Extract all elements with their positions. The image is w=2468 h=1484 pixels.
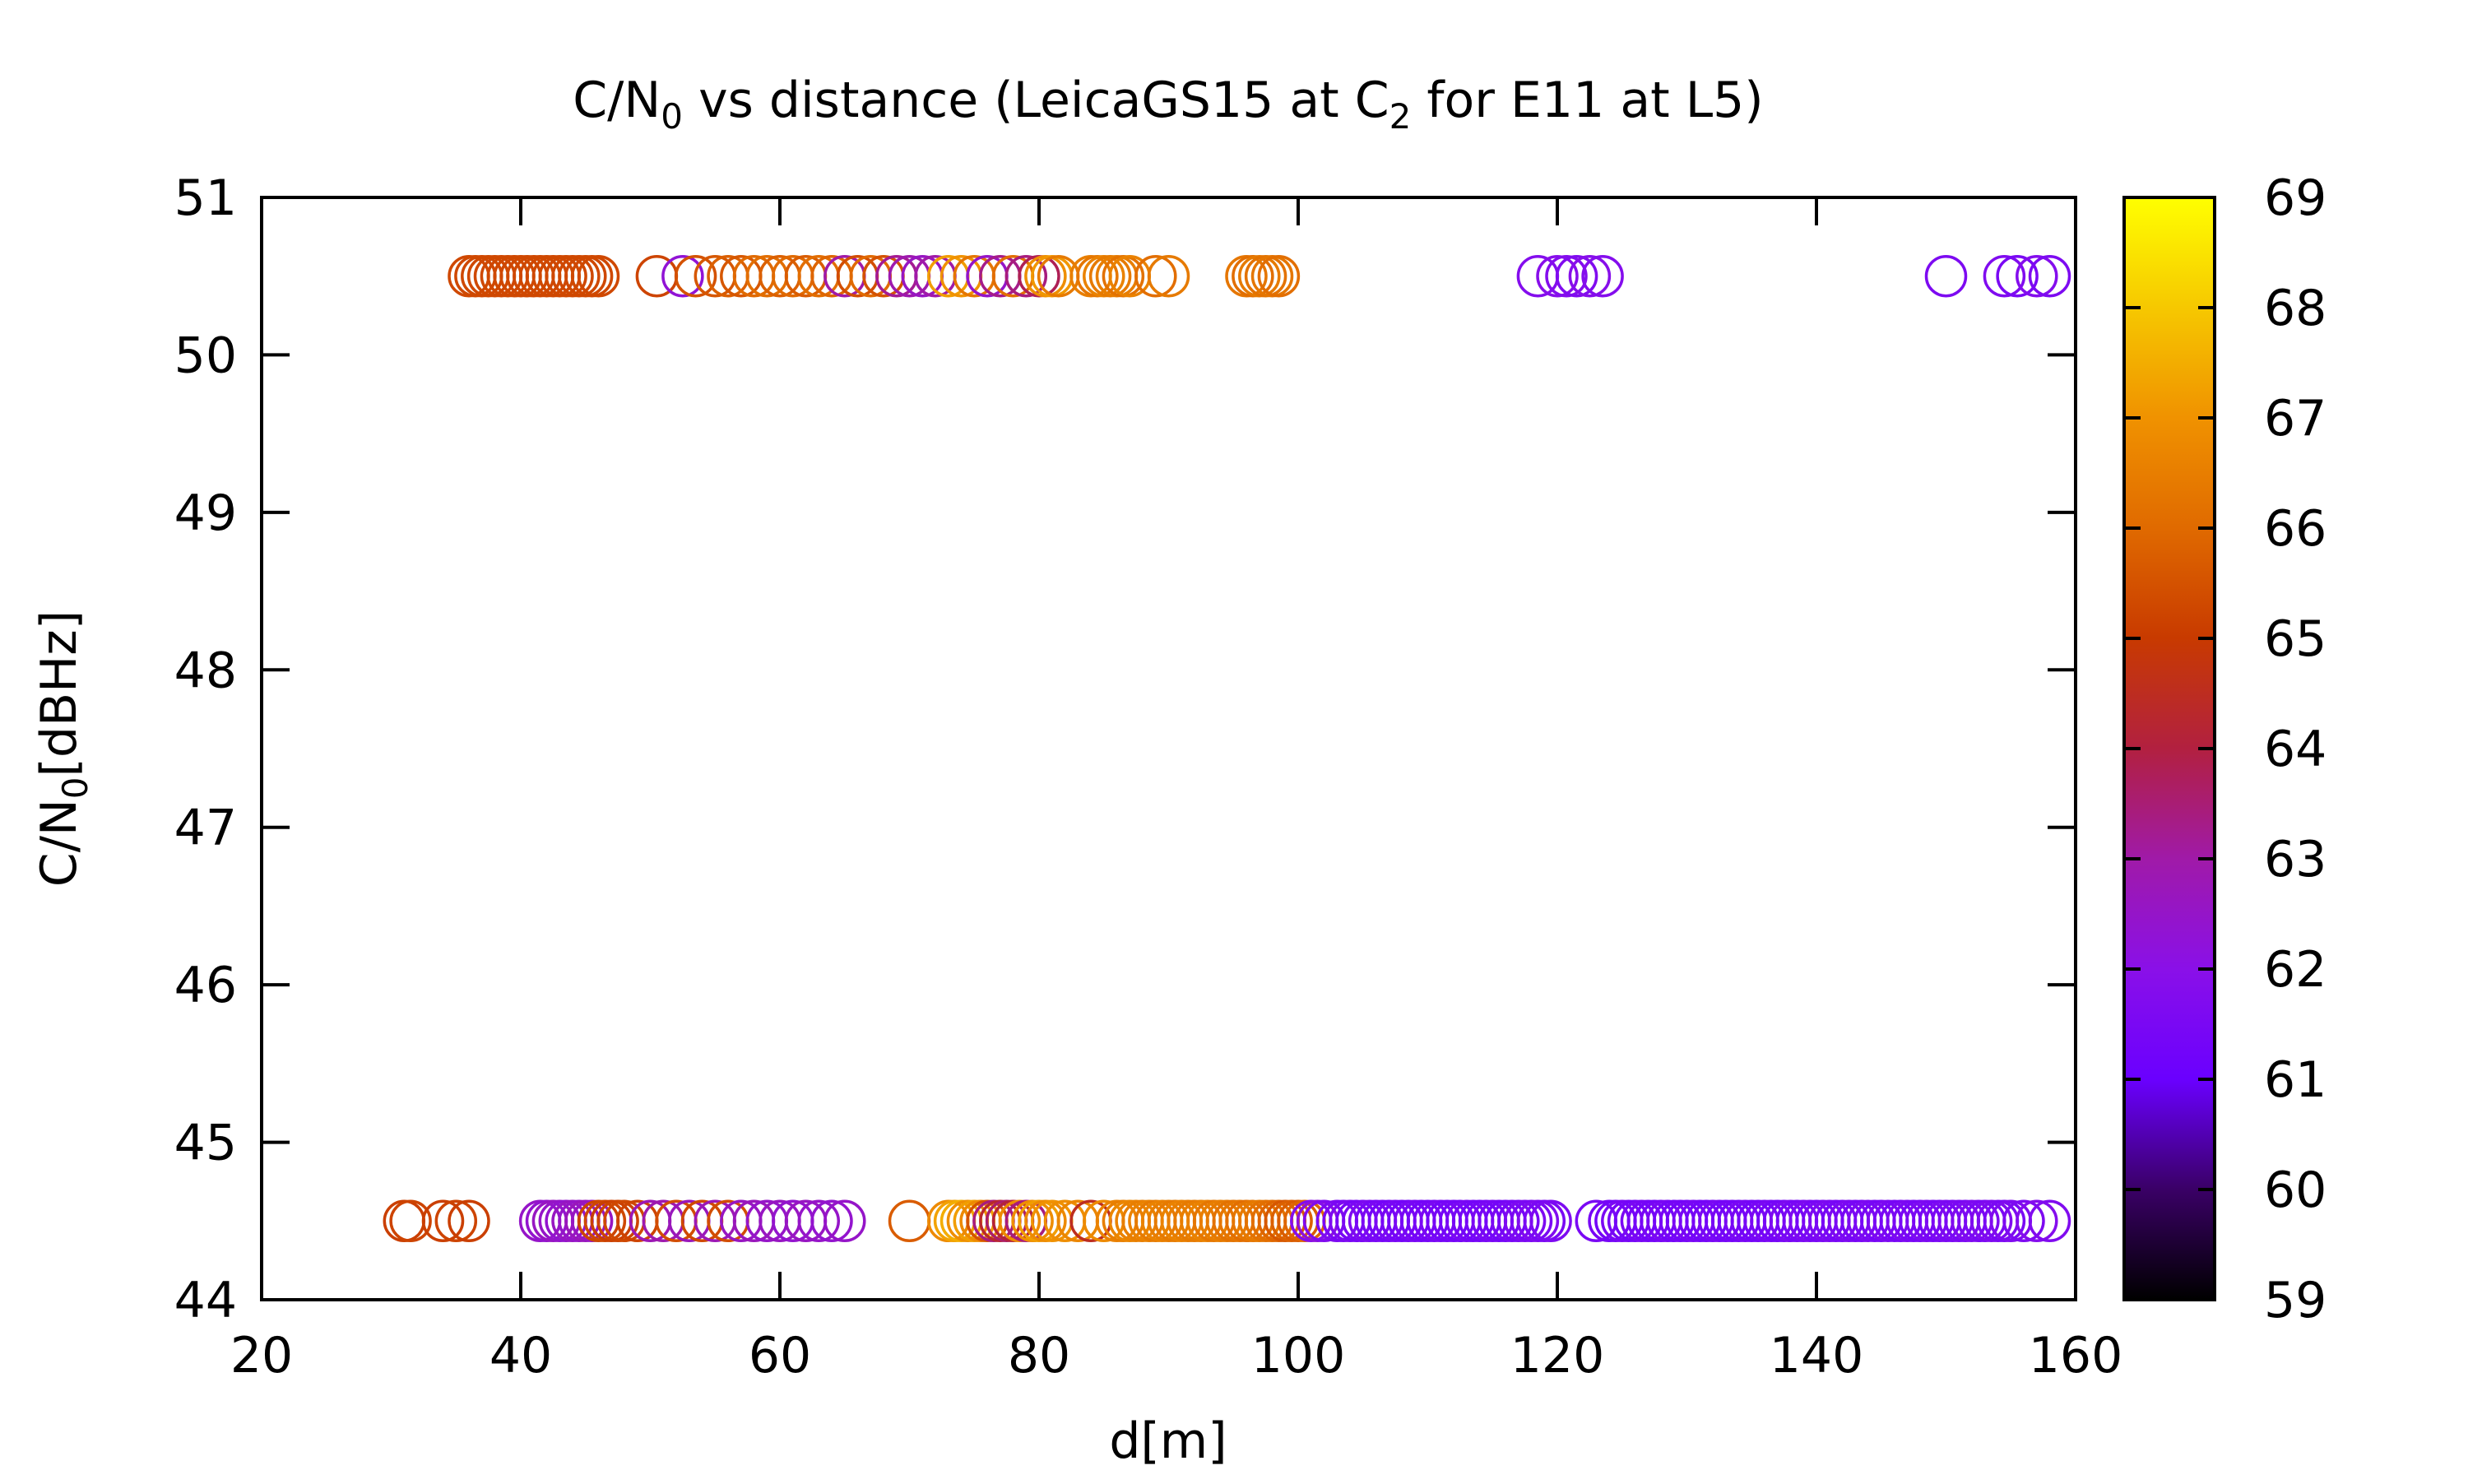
y-tick-labels: 44 45 46 47 48 49 50 51 (174, 169, 237, 1329)
title-part-c: for E11 at L5) (1411, 72, 1763, 129)
data-point (2028, 1199, 2071, 1243)
data-point (888, 1199, 931, 1243)
ylabel-part-a: C/N (30, 799, 88, 887)
x-tick-label: 120 (1510, 1327, 1605, 1384)
x-tick-label: 80 (1008, 1327, 1070, 1384)
x-tick-label: 60 (749, 1327, 811, 1384)
data-point (577, 254, 620, 298)
data-point (1983, 254, 2026, 298)
y-tick-label: 48 (174, 642, 237, 699)
y-tick-label: 51 (174, 169, 237, 227)
colorbar-tick-label: 66 (2264, 500, 2327, 558)
data-point (1581, 254, 1624, 298)
colorbar-tick-label: 69 (2264, 169, 2327, 227)
colorbar-ticks (2124, 196, 2215, 1301)
y-tick-label: 46 (174, 957, 237, 1014)
colorbar-tick-labels: 59 60 61 62 63 64 65 66 67 68 69 (2264, 169, 2327, 1329)
data-point (797, 1199, 841, 1243)
colorbar-tick-label: 65 (2264, 610, 2327, 668)
colorbar: 59 60 61 62 63 64 65 66 67 68 69 (2122, 169, 2327, 1329)
data-point (2028, 254, 2071, 298)
y-tick-label: 45 (174, 1115, 237, 1172)
data-point (1996, 254, 2039, 298)
data-point (421, 1199, 465, 1243)
axis-ticks (260, 196, 2077, 1301)
x-tick-label: 100 (1251, 1327, 1346, 1384)
x-tick-label: 20 (230, 1327, 293, 1384)
y-tick-label: 44 (174, 1272, 237, 1329)
colorbar-tick-label: 62 (2264, 941, 2327, 999)
data-point (810, 1199, 853, 1243)
ylabel-sub-a: 0 (55, 777, 95, 799)
y-axis-label: C/N0[dBHz] (30, 610, 95, 887)
data-point (674, 254, 717, 298)
data-point (1924, 254, 1968, 298)
title-part-a: C/N (573, 72, 661, 129)
colorbar-tick-label: 61 (2264, 1051, 2327, 1109)
data-point (823, 1199, 866, 1243)
data-point (1545, 254, 1588, 298)
y-tick-label: 50 (174, 327, 237, 384)
data-point (2016, 254, 2058, 298)
data-point (661, 254, 704, 298)
data-point (448, 1199, 490, 1243)
x-tick-label: 160 (2029, 1327, 2123, 1384)
title-part-b: vs distance (LeicaGS15 at C (683, 72, 1389, 129)
data-point (1555, 254, 1598, 298)
x-tick-label: 140 (1770, 1327, 1864, 1384)
title-sub-b: 2 (1389, 96, 1412, 137)
ylabel-part-b: [dBHz] (30, 610, 88, 777)
colorbar-tick-label: 64 (2264, 721, 2327, 778)
data-point (1004, 254, 1048, 298)
data-point (2002, 1199, 2045, 1243)
y-tick-label: 49 (174, 485, 237, 542)
data-point (1257, 254, 1301, 298)
y-tick-label: 47 (174, 800, 237, 857)
title-sub-a: 0 (661, 96, 683, 137)
data-point (389, 1199, 432, 1243)
data-point (2016, 1199, 2058, 1243)
colorbar-tick-label: 63 (2264, 831, 2327, 888)
data-points (383, 254, 2071, 1243)
x-tick-label: 40 (489, 1327, 552, 1384)
colorbar-tick-label: 59 (2264, 1272, 2327, 1329)
chart-title: C/N0 vs distance (LeicaGS15 at C2 for E1… (573, 72, 1763, 137)
data-point (1147, 254, 1190, 298)
plot-frame (260, 196, 2077, 1301)
colorbar-tick-label: 60 (2264, 1162, 2327, 1219)
x-axis-label: d[m] (1109, 1412, 1227, 1470)
data-point (1529, 1199, 1572, 1243)
data-point (434, 1199, 478, 1243)
data-point (1536, 254, 1579, 298)
data-point (1568, 254, 1612, 298)
x-tick-labels: 20 40 60 80 100 120 140 160 (230, 1327, 2122, 1384)
colorbar-tick-label: 68 (2264, 280, 2327, 337)
colorbar-tick-label: 67 (2264, 390, 2327, 448)
data-point (1134, 254, 1177, 298)
